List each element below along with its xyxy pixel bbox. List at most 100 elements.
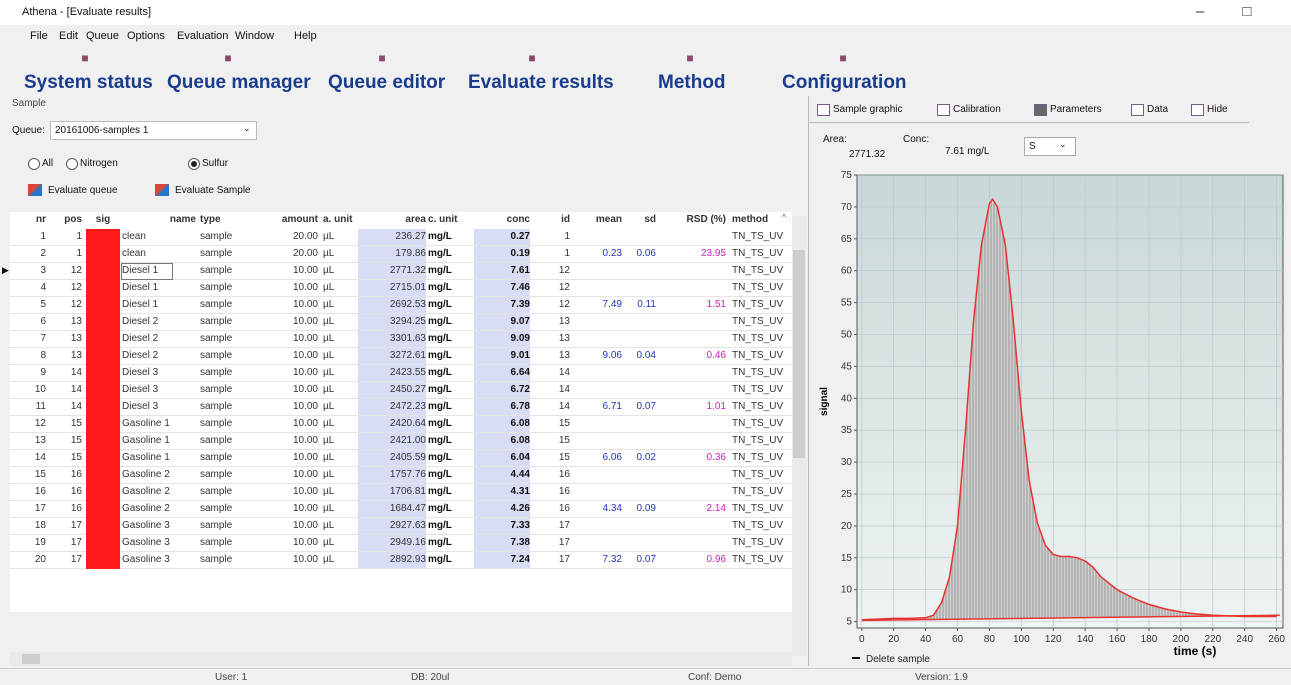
table-cell[interactable]: 6.72 bbox=[510, 384, 530, 395]
table-cell[interactable]: clean bbox=[122, 231, 146, 242]
table-cell[interactable]: mg/L bbox=[428, 231, 452, 242]
toolbar-button[interactable]: System status bbox=[24, 72, 153, 93]
table-cell[interactable]: clean bbox=[122, 248, 146, 259]
table-cell[interactable]: 0.09 bbox=[636, 503, 656, 514]
table-cell[interactable]: mg/L bbox=[428, 418, 452, 429]
radio-label[interactable]: Nitrogen bbox=[80, 158, 118, 169]
column-header[interactable]: RSD (%) bbox=[686, 214, 726, 225]
table-cell[interactable]: Diesel 1 bbox=[122, 299, 159, 310]
table-cell[interactable]: 2927.63 bbox=[389, 520, 426, 531]
table-cell[interactable]: 17 bbox=[34, 503, 46, 514]
table-cell[interactable]: 2715.01 bbox=[389, 282, 426, 293]
table-cell[interactable]: mg/L bbox=[428, 350, 452, 361]
column-header[interactable]: sig bbox=[95, 214, 111, 225]
table-cell[interactable]: 1757.76 bbox=[389, 469, 426, 480]
table-cell[interactable]: sample bbox=[200, 248, 233, 259]
table-cell[interactable]: 4.26 bbox=[510, 503, 530, 514]
table-cell[interactable]: Gasoline 3 bbox=[122, 537, 170, 548]
table-cell[interactable]: 2450.27 bbox=[389, 384, 426, 395]
menu-item[interactable]: Help bbox=[294, 30, 317, 42]
table-cell[interactable]: 13 bbox=[558, 316, 570, 327]
table-cell[interactable]: 8 bbox=[40, 350, 46, 361]
table-cell[interactable]: 9.07 bbox=[510, 316, 530, 327]
table-cell[interactable]: µL bbox=[323, 401, 335, 412]
table-cell[interactable]: 2420.64 bbox=[389, 418, 426, 429]
table-cell[interactable]: 10.00 bbox=[292, 350, 318, 361]
table-cell[interactable]: µL bbox=[323, 418, 335, 429]
table-cell[interactable]: 10.00 bbox=[292, 367, 318, 378]
table-cell[interactable]: 15 bbox=[70, 435, 82, 446]
table-cell[interactable]: 15 bbox=[558, 452, 570, 463]
table-cell[interactable]: TN_TS_UV bbox=[732, 265, 784, 276]
tab[interactable]: Hide bbox=[1207, 104, 1228, 115]
table-cell[interactable]: mg/L bbox=[428, 435, 452, 446]
table-cell[interactable]: 7.32 bbox=[602, 554, 622, 565]
table-cell[interactable]: µL bbox=[323, 469, 335, 480]
table-cell[interactable]: 1 bbox=[76, 231, 82, 242]
tab-icon[interactable] bbox=[817, 104, 830, 116]
table-cell[interactable]: µL bbox=[323, 248, 335, 259]
table-cell[interactable]: 2472.23 bbox=[389, 401, 426, 412]
table-cell[interactable]: 4.34 bbox=[602, 503, 622, 514]
table-cell[interactable]: µL bbox=[323, 537, 335, 548]
table-cell[interactable]: mg/L bbox=[428, 299, 452, 310]
table-cell[interactable]: 3272.61 bbox=[389, 350, 426, 361]
table-cell[interactable]: 15 bbox=[70, 418, 82, 429]
table-cell[interactable]: 10.00 bbox=[292, 384, 318, 395]
table-cell[interactable]: 12 bbox=[558, 265, 570, 276]
table-cell[interactable]: µL bbox=[323, 316, 335, 327]
table-cell[interactable]: mg/L bbox=[428, 554, 452, 565]
table-cell[interactable]: 6.08 bbox=[510, 418, 530, 429]
table-cell[interactable]: 13 bbox=[70, 316, 82, 327]
radio[interactable] bbox=[28, 158, 40, 170]
table-cell[interactable]: Diesel 1 bbox=[122, 282, 159, 293]
toolbar-icon[interactable]: ■ bbox=[81, 51, 89, 65]
toolbar-icon[interactable]: ■ bbox=[224, 51, 232, 65]
table-cell[interactable]: mg/L bbox=[428, 503, 452, 514]
table-cell[interactable]: 2405.59 bbox=[389, 452, 426, 463]
table-cell[interactable]: 6.64 bbox=[510, 367, 530, 378]
table-cell[interactable]: TN_TS_UV bbox=[732, 316, 784, 327]
table-cell[interactable]: Gasoline 2 bbox=[122, 486, 170, 497]
table-cell[interactable]: 14 bbox=[558, 384, 570, 395]
table-cell[interactable]: 10 bbox=[34, 384, 46, 395]
table-cell[interactable]: mg/L bbox=[428, 367, 452, 378]
table-cell[interactable]: 1684.47 bbox=[389, 503, 426, 514]
table-cell[interactable]: 7.39 bbox=[510, 299, 530, 310]
column-header[interactable]: pos bbox=[64, 214, 82, 225]
table-cell[interactable]: 6 bbox=[40, 316, 46, 327]
table-cell[interactable]: sample bbox=[200, 333, 233, 344]
table-cell[interactable]: µL bbox=[323, 554, 335, 565]
table-cell[interactable]: 4.31 bbox=[510, 486, 530, 497]
table-cell[interactable]: µL bbox=[323, 367, 335, 378]
table-cell[interactable]: 13 bbox=[34, 435, 46, 446]
table-cell[interactable]: 16 bbox=[70, 486, 82, 497]
table-cell[interactable]: Gasoline 2 bbox=[122, 503, 170, 514]
table-cell[interactable]: sample bbox=[200, 452, 233, 463]
table-cell[interactable]: sample bbox=[200, 469, 233, 480]
table-cell[interactable]: mg/L bbox=[428, 401, 452, 412]
table-cell[interactable]: 16 bbox=[558, 486, 570, 497]
table-cell[interactable]: 17 bbox=[70, 554, 82, 565]
table-cell[interactable]: 16 bbox=[558, 503, 570, 514]
table-cell[interactable]: µL bbox=[323, 299, 335, 310]
table-cell[interactable]: Gasoline 1 bbox=[122, 435, 170, 446]
table-cell[interactable]: sample bbox=[200, 282, 233, 293]
table-cell[interactable]: 14 bbox=[558, 401, 570, 412]
table-cell[interactable]: Diesel 3 bbox=[122, 367, 159, 378]
button[interactable]: Evaluate queue bbox=[48, 185, 118, 196]
table-cell[interactable]: 0.27 bbox=[510, 231, 530, 242]
table-cell[interactable]: 10.00 bbox=[292, 401, 318, 412]
column-header[interactable]: method bbox=[732, 214, 769, 225]
table-cell[interactable]: TN_TS_UV bbox=[732, 486, 784, 497]
table-cell[interactable]: sample bbox=[200, 435, 233, 446]
table-cell[interactable]: 6.04 bbox=[510, 452, 530, 463]
table-cell[interactable]: 12 bbox=[70, 282, 82, 293]
table-cell[interactable]: 0.06 bbox=[636, 248, 656, 259]
table-cell[interactable]: 10.00 bbox=[292, 486, 318, 497]
table-cell[interactable]: 10.00 bbox=[292, 520, 318, 531]
table-cell[interactable]: µL bbox=[323, 452, 335, 463]
table-cell[interactable]: 20.00 bbox=[292, 231, 318, 242]
table-cell[interactable]: mg/L bbox=[428, 537, 452, 548]
tab-icon[interactable] bbox=[1191, 104, 1204, 116]
